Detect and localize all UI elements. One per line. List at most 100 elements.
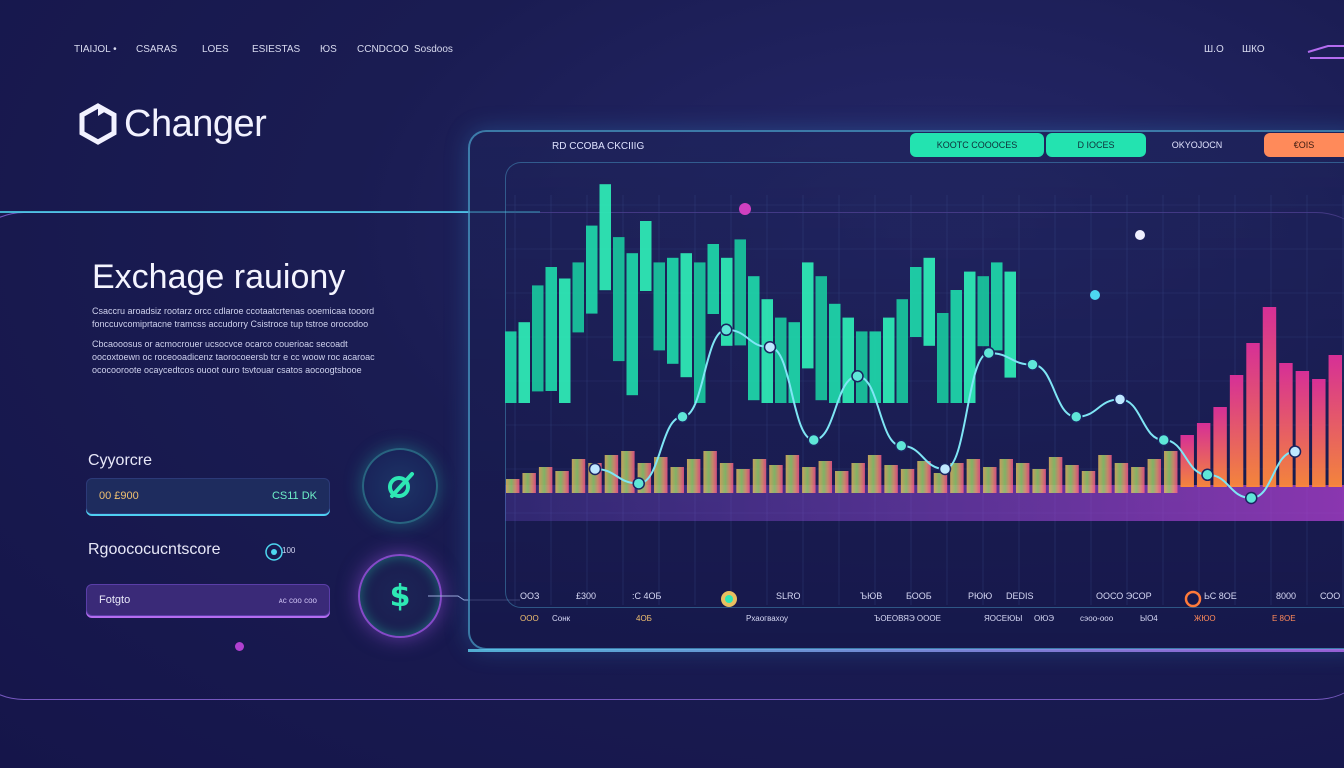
nav-item[interactable]: ESIESTAS — [252, 44, 301, 55]
axis-label: ЪОЕОВЯЭ ОООЕ — [874, 614, 941, 623]
currency-amount-field[interactable]: 00 £900 CS11 DK — [86, 478, 330, 514]
chart-marker — [1135, 230, 1145, 240]
volume-bar — [1065, 465, 1079, 493]
candle-bar — [707, 244, 719, 314]
candle-bar — [883, 317, 895, 403]
volume-bar — [703, 451, 717, 493]
axis-label: ЪЮВ — [860, 591, 883, 601]
volume-bar — [1114, 463, 1129, 493]
candle-bar — [613, 237, 625, 362]
candle-bar — [572, 262, 584, 333]
candle-bar — [775, 317, 787, 403]
curve-point — [1245, 491, 1258, 505]
candle-bar — [923, 257, 935, 346]
axis-label: SLRO — [776, 591, 801, 601]
volume-bar — [1098, 455, 1112, 493]
volume-bar — [884, 465, 898, 493]
candle-bar — [505, 331, 517, 403]
currency-rate-value: CS11 DK — [271, 490, 317, 502]
chart-tab-2[interactable]: D IOCES — [1046, 133, 1146, 157]
volume-bar — [950, 463, 964, 493]
candle-bar — [694, 262, 706, 403]
chart-marker — [1090, 290, 1100, 300]
swap-button[interactable] — [362, 448, 438, 524]
exchange-chart[interactable] — [505, 165, 1344, 605]
chart-bottom-glow — [468, 649, 1344, 652]
candle-bar — [896, 299, 908, 403]
recipient-field-hint: ᴀᴄ ᴄᴏᴏ ᴄᴏᴏ — [278, 595, 317, 605]
candle-bar — [721, 257, 733, 346]
candle-bar — [545, 267, 557, 391]
volume-bar — [538, 467, 553, 493]
menu-icon[interactable] — [1304, 44, 1344, 64]
curve-point — [851, 369, 864, 383]
recipient-label: Rgoococucntscore — [88, 541, 221, 558]
brand-name: Changer — [124, 102, 267, 145]
volume-bar — [686, 459, 701, 493]
axis-label: ОЮЭ — [1034, 614, 1055, 623]
nav-item[interactable]: TIAIJOL • — [74, 44, 117, 55]
top-right-item[interactable]: Ш.О — [1204, 44, 1224, 55]
top-right-item[interactable]: ШКО — [1242, 44, 1265, 55]
candle-bar — [1004, 271, 1016, 378]
candle-bar — [532, 285, 544, 392]
volume-bar — [851, 463, 865, 493]
curve-point — [982, 346, 995, 360]
candle-bar — [991, 262, 1003, 351]
candle-bar — [950, 290, 962, 403]
indicator-dot — [235, 642, 244, 651]
volume-bar — [1015, 463, 1030, 493]
curve-point — [720, 323, 733, 337]
curve-point — [1288, 445, 1302, 458]
volume-bar — [769, 465, 783, 493]
volume-bar — [933, 473, 948, 493]
brand-logo[interactable]: Changer — [78, 102, 267, 146]
candle-bar — [937, 313, 949, 403]
nav-item[interactable]: CCNDCOO — [357, 44, 409, 55]
nav-item[interactable]: ЮS — [320, 44, 337, 55]
volume-bar — [917, 461, 931, 493]
axis-label: РЮЮ — [968, 591, 993, 601]
curve-point — [588, 462, 602, 476]
hero-title: Exchage rauiony — [92, 258, 346, 296]
candle-bar — [599, 184, 611, 291]
nav-item[interactable]: Sosdoos — [414, 44, 453, 55]
top-right-nav: Ш.О ШКО — [1204, 44, 1344, 64]
curve-point — [1070, 410, 1083, 424]
volume-bar — [802, 467, 816, 493]
nav-item[interactable]: CSARAS — [136, 44, 178, 55]
volume-bar — [1279, 363, 1293, 487]
curve-point — [763, 340, 777, 354]
volume-bar — [719, 463, 734, 493]
axis-label: DEDIS — [1006, 591, 1034, 601]
curve-point — [1201, 468, 1214, 482]
volume-bar — [867, 455, 882, 493]
volume-bar — [818, 461, 833, 493]
volume-bar — [785, 455, 800, 493]
candle-bar — [518, 322, 530, 403]
candle-bar — [910, 267, 922, 337]
chart-tab-4[interactable]: €OIS — [1264, 133, 1344, 157]
hero-paragraph: fonccuvcomiprtacne tramcss accudorry Csi… — [92, 319, 369, 329]
nav-item[interactable]: LOES — [202, 44, 229, 55]
axis-labels-row: ООО Сонк 4ОБ Рхаогвахоу ЪОЕОВЯЭ ОООЕ ЯОС… — [520, 614, 1344, 628]
candle-bar — [667, 257, 679, 364]
frame-connector-line — [0, 211, 540, 213]
coin-icon — [1184, 590, 1202, 608]
curve-point — [1157, 433, 1170, 447]
volume-bar — [654, 457, 668, 493]
hero-paragraph: oocoxtoewn oc roceooadicenz taorocoeersb… — [92, 352, 375, 362]
candle-bar — [856, 331, 868, 403]
curve-point — [676, 410, 689, 424]
axis-label: Рхаогвахоу — [746, 614, 788, 623]
chart-tab-3[interactable]: OKYOJOCN — [1171, 140, 1223, 150]
axis-label: Сонк — [552, 614, 571, 623]
curve-point — [895, 439, 908, 453]
candle-bar — [748, 276, 760, 401]
recipient-field[interactable]: Fotgto ᴀᴄ ᴄᴏᴏ ᴄᴏᴏ — [86, 584, 330, 616]
curve-point — [632, 477, 645, 490]
axis-label: ООСО ЭСОР — [1096, 591, 1152, 601]
axis-label: ЖЮО — [1194, 614, 1216, 623]
chart-tab-1[interactable]: KOOTC COOOCES — [910, 133, 1044, 157]
candle-bar — [626, 253, 638, 396]
